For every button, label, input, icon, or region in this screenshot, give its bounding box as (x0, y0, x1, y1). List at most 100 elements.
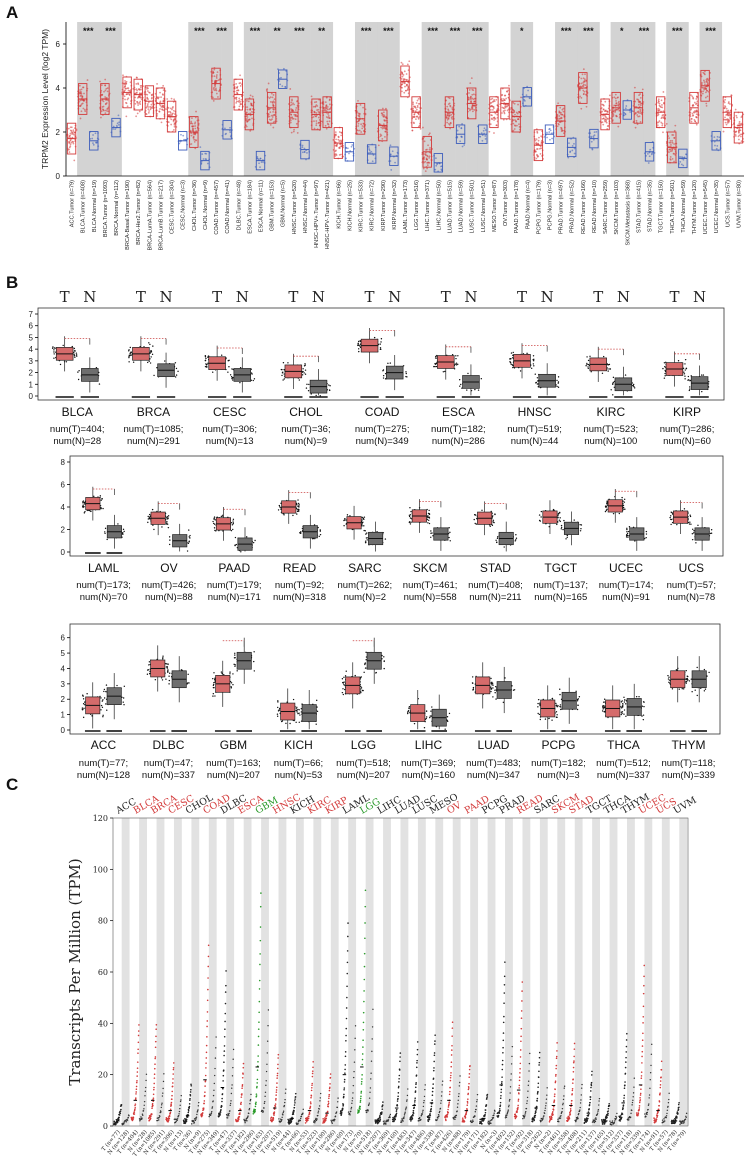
data-point (126, 98, 129, 101)
data-point (371, 160, 374, 163)
data-point (215, 75, 218, 78)
data-point (291, 116, 294, 119)
count-label: num(N)=2 (344, 592, 387, 603)
data-point (724, 106, 727, 108)
data-point (639, 104, 642, 107)
data-point (283, 67, 285, 70)
y-tick-label: 4 (61, 503, 66, 512)
data-point (104, 84, 106, 87)
data-point (428, 509, 430, 512)
data-point (282, 379, 284, 381)
data-point (165, 523, 168, 525)
data-point (664, 366, 666, 368)
data-point (212, 522, 215, 525)
count-label: num(T)=179; (207, 580, 262, 591)
data-point (227, 371, 229, 373)
data-point (702, 374, 705, 376)
data-point (495, 539, 497, 541)
data-point (68, 148, 70, 151)
data-point (637, 110, 640, 113)
data-point (401, 71, 404, 74)
data-point (136, 91, 138, 94)
data-point (344, 517, 346, 520)
y-tick-label: 5 (29, 333, 34, 342)
data-point (556, 379, 558, 382)
data-point (492, 106, 495, 108)
data-point (467, 97, 470, 99)
data-point (461, 145, 464, 148)
data-point (582, 83, 585, 86)
data-point (560, 127, 563, 130)
data-point (118, 121, 121, 124)
data-point (164, 360, 166, 362)
data-point (169, 116, 172, 119)
data-point (657, 98, 660, 101)
data-point (689, 514, 691, 516)
data-point (268, 97, 271, 100)
data-point (426, 167, 428, 170)
data-point (82, 502, 84, 504)
data-point (247, 100, 250, 103)
data-point (147, 111, 150, 114)
data-point (710, 532, 713, 534)
data-point (510, 358, 512, 360)
data-point (406, 63, 409, 66)
data-point (234, 97, 236, 99)
data-point (325, 127, 328, 130)
data-point (447, 108, 450, 111)
data-point (526, 352, 528, 355)
shade-band (621, 22, 634, 176)
data-point (632, 383, 635, 386)
data-point (359, 345, 361, 347)
data-point (358, 129, 361, 132)
data-point (82, 86, 85, 89)
data-point (563, 519, 565, 522)
data-point (428, 517, 431, 519)
data-point (606, 127, 609, 130)
data-point (159, 108, 161, 110)
data-point (249, 94, 252, 97)
data-point (170, 97, 173, 100)
data-point (238, 82, 241, 85)
data-point (661, 122, 664, 125)
data-point (281, 374, 283, 377)
data-point (183, 138, 185, 141)
data-point (290, 131, 293, 134)
data-point (722, 130, 725, 133)
data-point (557, 376, 560, 378)
data-point (590, 140, 593, 143)
data-point (415, 102, 418, 104)
data-point (726, 110, 729, 112)
data-point (493, 117, 496, 120)
data-point (335, 153, 337, 155)
x-tick-label: ACC.Tumor (n=79) (70, 180, 76, 227)
shade-band (510, 22, 523, 176)
data-point (634, 126, 637, 129)
data-point (168, 114, 170, 117)
data-point (256, 157, 259, 160)
normal-label: N (83, 288, 96, 306)
data-point (90, 510, 92, 513)
data-point (206, 366, 208, 368)
data-point (137, 104, 139, 106)
data-point (430, 530, 432, 532)
data-point (68, 141, 70, 143)
data-point (281, 85, 284, 88)
data-point (673, 160, 675, 163)
data-point (153, 528, 155, 531)
data-point (645, 533, 648, 535)
data-point (736, 116, 738, 119)
data-point (589, 355, 591, 357)
cancer-label: SARC (348, 561, 382, 575)
data-point (639, 108, 642, 111)
data-point (514, 125, 517, 127)
data-point (167, 107, 170, 109)
data-point (231, 377, 234, 379)
shade-band (477, 22, 489, 176)
data-point (187, 542, 190, 545)
data-point (246, 108, 249, 111)
data-point (272, 110, 275, 113)
